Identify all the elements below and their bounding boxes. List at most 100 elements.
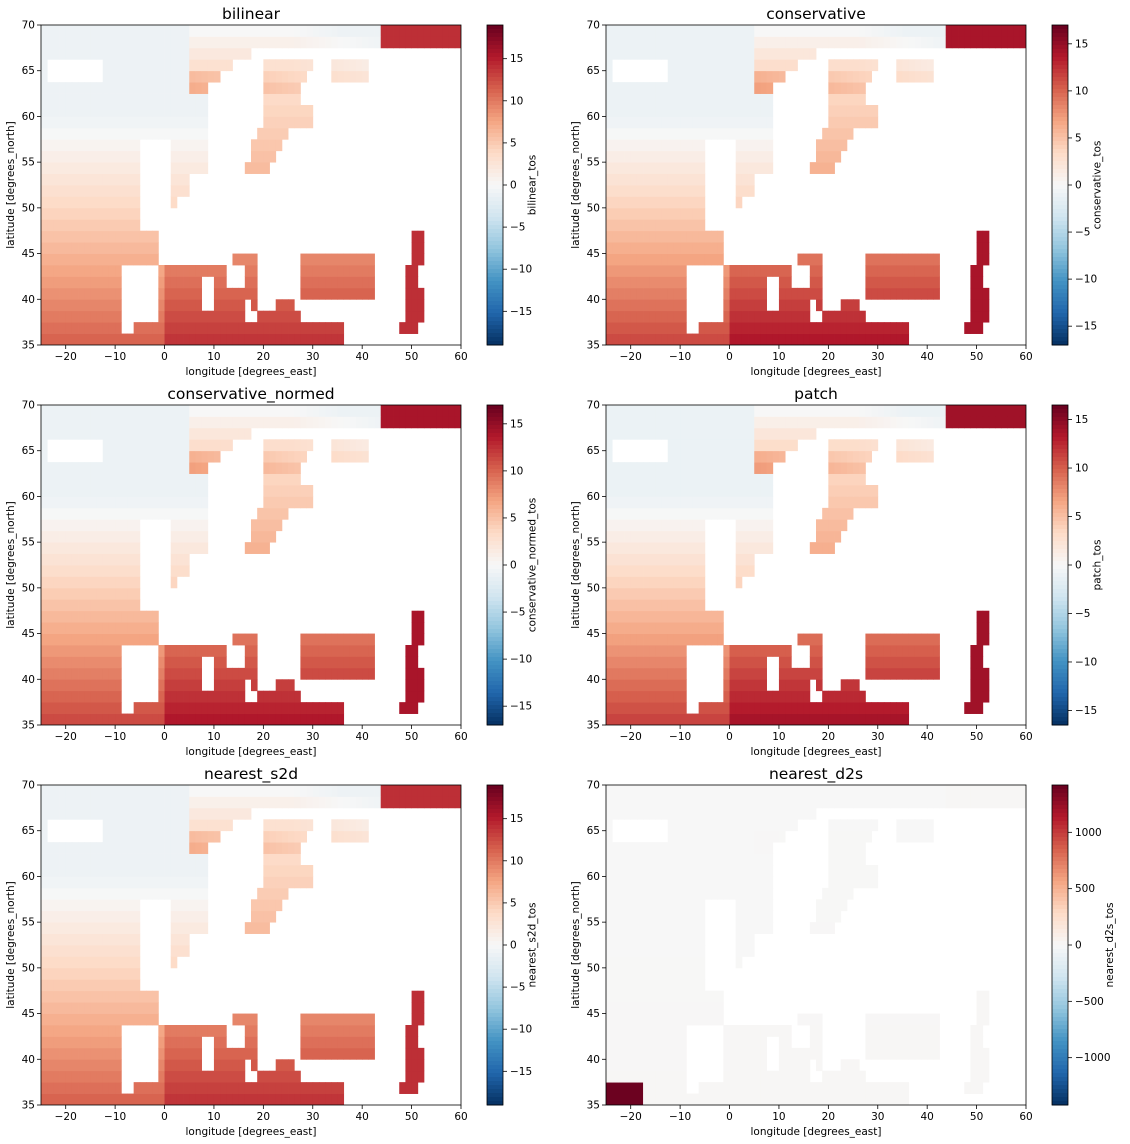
heatmap-cell [405, 416, 412, 429]
heatmap-cell [636, 713, 644, 725]
heatmap-cell [680, 656, 687, 669]
colorbar-segment [487, 25, 503, 30]
heatmap-cell [735, 310, 743, 323]
heatmap-cell [754, 25, 761, 37]
colorbar-segment [1052, 585, 1068, 590]
heatmap-cell [405, 287, 412, 300]
heatmap-cell [704, 485, 712, 497]
heatmap-cell [976, 622, 984, 634]
heatmap-cell [417, 405, 425, 417]
heatmap-cell [59, 576, 67, 589]
heatmap-cell [201, 139, 209, 152]
heatmap-cell [127, 416, 135, 429]
heatmap-cell [84, 405, 91, 417]
heatmap-cell [729, 116, 737, 129]
heatmap-cell [201, 25, 209, 37]
heatmap-cell [976, 322, 984, 334]
heatmap-cell [939, 25, 947, 37]
heatmap-cell [828, 462, 835, 474]
heatmap-cell [729, 690, 737, 703]
heatmap-cell [59, 219, 67, 232]
heatmap-cell [275, 450, 283, 463]
heatmap-cell [636, 485, 644, 497]
heatmap-cell [411, 1070, 419, 1083]
heatmap-cell [791, 427, 798, 440]
heatmap-cell [606, 185, 613, 197]
colorbar-segment [1052, 221, 1068, 226]
colorbar-segment [487, 453, 503, 458]
heatmap-cell [655, 162, 662, 174]
heatmap-cell [374, 36, 382, 49]
heatmap-cell [828, 439, 835, 452]
heatmap-cell [275, 679, 283, 692]
heatmap-cell [630, 230, 638, 243]
heatmap-cell [692, 599, 700, 612]
heatmap-cell [220, 1070, 227, 1083]
heatmap-cell [964, 416, 971, 429]
colorbar-segment [487, 305, 503, 310]
colorbar-segment [487, 337, 503, 342]
heatmap-cell [170, 1047, 178, 1060]
heatmap-cell [226, 405, 233, 417]
heatmap-cell [680, 287, 687, 300]
heatmap-cell [766, 405, 774, 417]
heatmap-cell [349, 1036, 357, 1049]
heatmap-cell [865, 702, 872, 714]
heatmap-cell [189, 853, 196, 866]
heatmap-cell [281, 485, 289, 497]
heatmap-cell [108, 887, 116, 900]
heatmap-cell [958, 25, 965, 37]
heatmap-cell [411, 645, 419, 657]
heatmap-cell [195, 530, 202, 543]
heatmap-cell [47, 93, 54, 106]
heatmap-cell [686, 185, 693, 197]
heatmap-cell [306, 322, 314, 334]
heatmap-cell [630, 496, 638, 509]
heatmap-cell [970, 690, 977, 703]
heatmap-cell [146, 702, 153, 714]
colorbar-segment [487, 433, 503, 438]
heatmap-cell [853, 93, 860, 106]
heatmap-cell [220, 645, 227, 657]
heatmap-cell [121, 853, 128, 866]
heatmap-cell [78, 242, 85, 254]
heatmap-cell [760, 265, 767, 277]
heatmap-cell [760, 70, 767, 83]
heatmap-cell [96, 945, 104, 957]
heatmap-cell [189, 922, 196, 934]
heatmap-cell [865, 405, 872, 417]
heatmap-cell [121, 405, 128, 417]
heatmap-cell [96, 276, 104, 289]
heatmap-cell [649, 416, 656, 429]
heatmap-cell [263, 310, 270, 323]
heatmap-cell [643, 36, 650, 49]
heatmap-cell [183, 265, 190, 277]
colorbar-segment [487, 637, 503, 642]
heatmap-cell [655, 622, 662, 634]
heatmap-cell [846, 25, 854, 37]
heatmap-cell [655, 36, 662, 49]
heatmap-cell [1007, 405, 1015, 417]
heatmap-cell [368, 405, 375, 417]
heatmap-cell [47, 1036, 54, 1049]
heatmap-cell [71, 185, 79, 197]
heatmap-cell [643, 633, 650, 646]
heatmap-cell [251, 702, 258, 714]
y-tick-label: 60 [22, 111, 35, 123]
heatmap-cell [349, 1025, 357, 1037]
heatmap-cell [220, 1093, 227, 1105]
heatmap-cell [673, 276, 681, 289]
heatmap-cell [939, 36, 947, 49]
heatmap-cell [189, 485, 196, 497]
heatmap-cell [840, 59, 848, 72]
heatmap-cell [300, 667, 307, 680]
heatmap-cell [735, 645, 743, 657]
heatmap-cell [606, 427, 613, 440]
heatmap-cell [624, 105, 632, 117]
heatmap-cell [754, 496, 761, 509]
heatmap-cell [195, 1036, 202, 1049]
heatmap-cell [96, 656, 104, 669]
heatmap-cell [643, 416, 650, 429]
heatmap-cell [735, 462, 743, 474]
heatmap-cell [643, 462, 650, 474]
